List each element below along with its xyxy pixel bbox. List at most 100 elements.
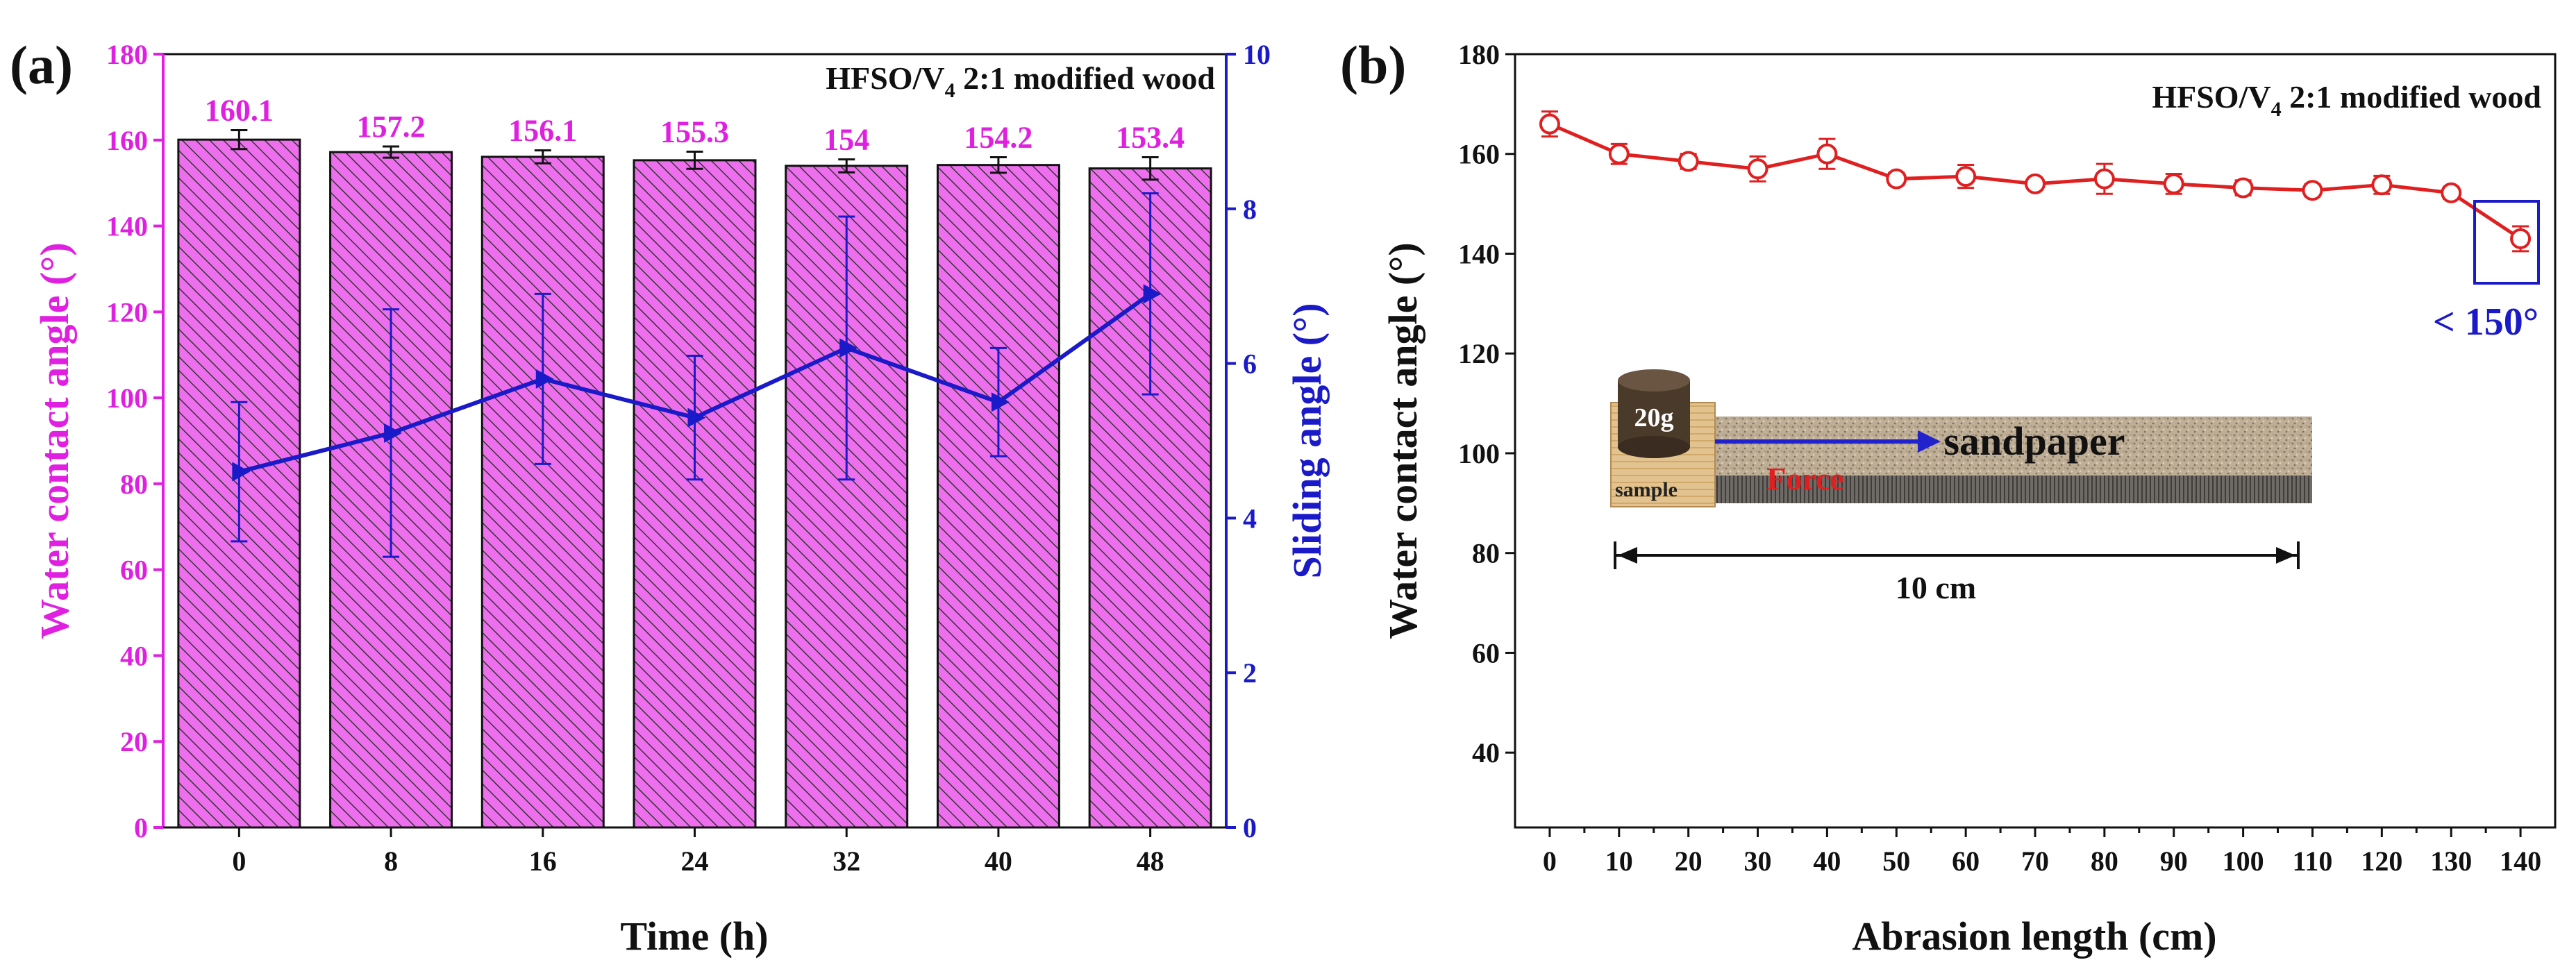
bar-value-label: 154.2 [964, 121, 1032, 155]
left-y-tick-label: 40 [120, 640, 148, 671]
panel-a: (a) 160.1 157.2 156.1 155.3 154 154.2 153.4 0 2… [10, 35, 1330, 959]
data-point [1955, 166, 1977, 187]
x-tick-label: 70 [2021, 845, 2049, 877]
data-point [2371, 174, 2393, 196]
x-tick-label: 0 [1543, 845, 1557, 877]
x-tick-label: 10 [1605, 845, 1633, 877]
sample-label: sample [1615, 478, 1678, 501]
data-point [1678, 151, 1699, 172]
bars-water-contact-angle [177, 138, 1212, 829]
sliding-angle-point [384, 423, 403, 443]
distance-right-arrowhead [2276, 547, 2295, 564]
bar [936, 164, 1060, 829]
weight-icon [1618, 369, 1690, 458]
panel-a-title: HFSO/V4 2:1 modified wood [826, 60, 1215, 102]
data-point [2163, 173, 2184, 194]
data-point [1608, 143, 1630, 165]
sliding-angle-point [991, 392, 1010, 412]
line-sliding-angle [231, 192, 1162, 558]
left-y-tick-label: 100 [106, 382, 148, 414]
right-y-ticks: 0 2 4 6 8 10 [1226, 39, 1271, 843]
right-y-tick-label: 8 [1243, 194, 1257, 225]
sandpaper-edge [1611, 476, 2312, 503]
data-point [2510, 228, 2532, 249]
data-point [2025, 173, 2046, 194]
bar-value-label: 154 [823, 123, 869, 157]
bar-value-label: 160.1 [205, 94, 274, 128]
bar-error-bars [231, 129, 1159, 181]
x-tick-label: 140 [2500, 845, 2541, 877]
data-point [2232, 177, 2254, 199]
weight-label: 20g [1634, 403, 1674, 432]
right-y-tick-label: 0 [1243, 812, 1257, 843]
distance-label: 10 cm [1896, 570, 1976, 605]
left-y-tick-label: 160 [106, 125, 148, 156]
sliding-angle-point [232, 462, 251, 482]
left-y-axis-label: Water contact angle (°) [32, 242, 77, 639]
x-tick-label: 90 [2160, 845, 2188, 877]
data-point [1886, 168, 1907, 190]
panel-b-label: (b) [1340, 35, 1406, 95]
y-axis-label: Water contact angle (°) [1380, 242, 1425, 639]
sandpaper-sheet [1611, 417, 2312, 476]
x-tick-label: 100 [2223, 845, 2264, 877]
x-tick-label: 120 [2361, 845, 2402, 877]
panel-b: (b) 40 60 80 100 120 140 160 180 0 10 20 30 40 50 60 7… [1340, 35, 2557, 959]
left-y-tick-label: 120 [106, 296, 148, 328]
sliding-angle-point [687, 407, 706, 428]
y-tick-label: 80 [1472, 538, 1500, 569]
sliding-angle-point [535, 369, 554, 389]
bar [633, 159, 757, 829]
highlight-box [2473, 200, 2540, 285]
bar-value-label: 156.1 [508, 114, 577, 148]
x-tick-label: 48 [1137, 845, 1164, 877]
y-tick-label: 100 [1458, 438, 1500, 469]
data-point [1816, 143, 1838, 165]
bar-value-label: 153.4 [1116, 121, 1185, 155]
x-tick-label: 24 [681, 845, 709, 877]
x-tick-label: 80 [2091, 845, 2118, 877]
left-y-tick-label: 140 [106, 211, 148, 242]
threshold-annotation: < 150° [2433, 301, 2539, 344]
x-tick-label: 32 [833, 845, 860, 877]
line-water-contact-angle [1539, 113, 2532, 249]
right-y-tick-label: 10 [1243, 39, 1271, 70]
y-tick-label: 40 [1472, 737, 1500, 768]
x-tick-label: 30 [1744, 845, 1772, 877]
y-tick-label: 60 [1472, 637, 1500, 668]
data-point [2441, 182, 2462, 203]
x-tick-label: 50 [1882, 845, 1910, 877]
y-tick-label: 140 [1458, 238, 1500, 269]
x-ticks: 0 10 20 30 40 50 60 70 80 90 100 110 120 130 140 [1543, 827, 2541, 877]
bar-value-label: 157.2 [357, 110, 426, 144]
left-y-tick-label: 180 [106, 39, 148, 70]
sandpaper-label: sandpaper [1943, 419, 2125, 464]
x-ticks: 0 8 16 24 32 40 48 [232, 827, 1164, 877]
sliding-angle-point [839, 338, 858, 358]
x-tick-label: 40 [1813, 845, 1841, 877]
y-ticks: 40 60 80 100 120 140 160 180 [1458, 39, 1515, 768]
y-tick-label: 160 [1458, 139, 1500, 170]
data-point [1539, 113, 1560, 135]
force-label: Force [1766, 461, 1844, 496]
x-tick-label: 40 [985, 845, 1012, 877]
panel-a-label: (a) [10, 35, 73, 95]
x-tick-label: 130 [2430, 845, 2472, 877]
right-y-tick-label: 2 [1243, 657, 1257, 689]
right-y-tick-label: 6 [1243, 348, 1257, 380]
right-y-axis-label: Sliding angle (°) [1285, 303, 1330, 578]
x-tick-label: 60 [1952, 845, 1980, 877]
distance-left-arrowhead [1618, 547, 1637, 564]
bar-value-label: 155.3 [660, 115, 729, 149]
y-tick-label: 120 [1458, 338, 1500, 369]
data-point [2093, 168, 2115, 190]
y-tick-label: 180 [1458, 39, 1500, 70]
x-tick-label: 20 [1675, 845, 1703, 877]
bar [480, 155, 605, 829]
left-y-tick-label: 60 [120, 555, 148, 586]
force-arrowhead [1918, 430, 1941, 453]
sliding-angle-point [1143, 284, 1162, 304]
left-y-ticks: 0 20 40 60 80 100 120 140 160 180 [106, 39, 163, 843]
x-axis-label: Abrasion length (cm) [1852, 914, 2216, 959]
bar-value-labels: 160.1 157.2 156.1 155.3 154 154.2 153.4 [205, 94, 1185, 157]
